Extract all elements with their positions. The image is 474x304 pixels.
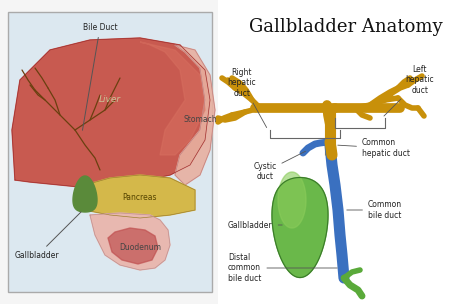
Text: Common
hepatic duct: Common hepatic duct — [338, 138, 410, 158]
Text: Distal
common
bile duct: Distal common bile duct — [228, 253, 337, 283]
Polygon shape — [75, 175, 195, 218]
Polygon shape — [278, 172, 306, 228]
Polygon shape — [12, 38, 210, 188]
Text: Stomach: Stomach — [183, 116, 217, 125]
Text: Right
hepatic
duct: Right hepatic duct — [228, 68, 267, 128]
Text: Gallbladder: Gallbladder — [15, 212, 81, 260]
Text: Gallbladder: Gallbladder — [228, 220, 282, 230]
Text: Liver: Liver — [99, 95, 121, 105]
Text: Bile Duct: Bile Duct — [82, 23, 117, 130]
Polygon shape — [90, 213, 170, 270]
Polygon shape — [175, 45, 215, 185]
Polygon shape — [73, 176, 97, 212]
Text: Duodenum: Duodenum — [119, 244, 161, 253]
Text: Cystic
duct: Cystic duct — [254, 151, 306, 181]
Polygon shape — [108, 228, 158, 264]
Text: Common
bile duct: Common bile duct — [347, 200, 402, 220]
Polygon shape — [140, 42, 205, 155]
Text: Left
hepatic
duct: Left hepatic duct — [384, 65, 434, 116]
Polygon shape — [272, 178, 328, 278]
FancyBboxPatch shape — [218, 0, 474, 304]
FancyBboxPatch shape — [8, 12, 212, 292]
Text: Gallbladder Anatomy: Gallbladder Anatomy — [249, 18, 443, 36]
Text: Pancreas: Pancreas — [123, 194, 157, 202]
